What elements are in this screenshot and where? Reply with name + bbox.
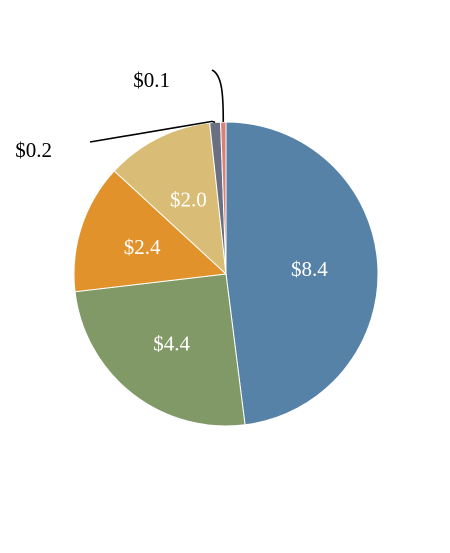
pie-slice-6 — [220, 121, 227, 275]
pie-slice-3 — [73, 170, 228, 293]
pie-slice-1 — [225, 121, 379, 426]
leader-line-5 — [89, 120, 216, 143]
leader-line-6 — [211, 69, 225, 123]
slice-label-3: $2.4 — [124, 235, 161, 259]
leader-lines-layer — [89, 69, 225, 143]
slice-label-2: $4.4 — [153, 331, 190, 355]
pie-slice-4 — [113, 122, 227, 276]
slice-label-1: $8.4 — [291, 257, 328, 281]
slice-label-4: $2.0 — [170, 187, 207, 211]
pie-slice-2 — [74, 273, 246, 427]
slices-layer — [73, 121, 379, 427]
data-labels-layer: $8.4 $4.4 $2.4 $2.0 $0.2 $0.1 — [15, 68, 328, 355]
slice-label-6: $0.1 — [133, 68, 170, 92]
slice-label-5: $0.2 — [15, 138, 52, 162]
